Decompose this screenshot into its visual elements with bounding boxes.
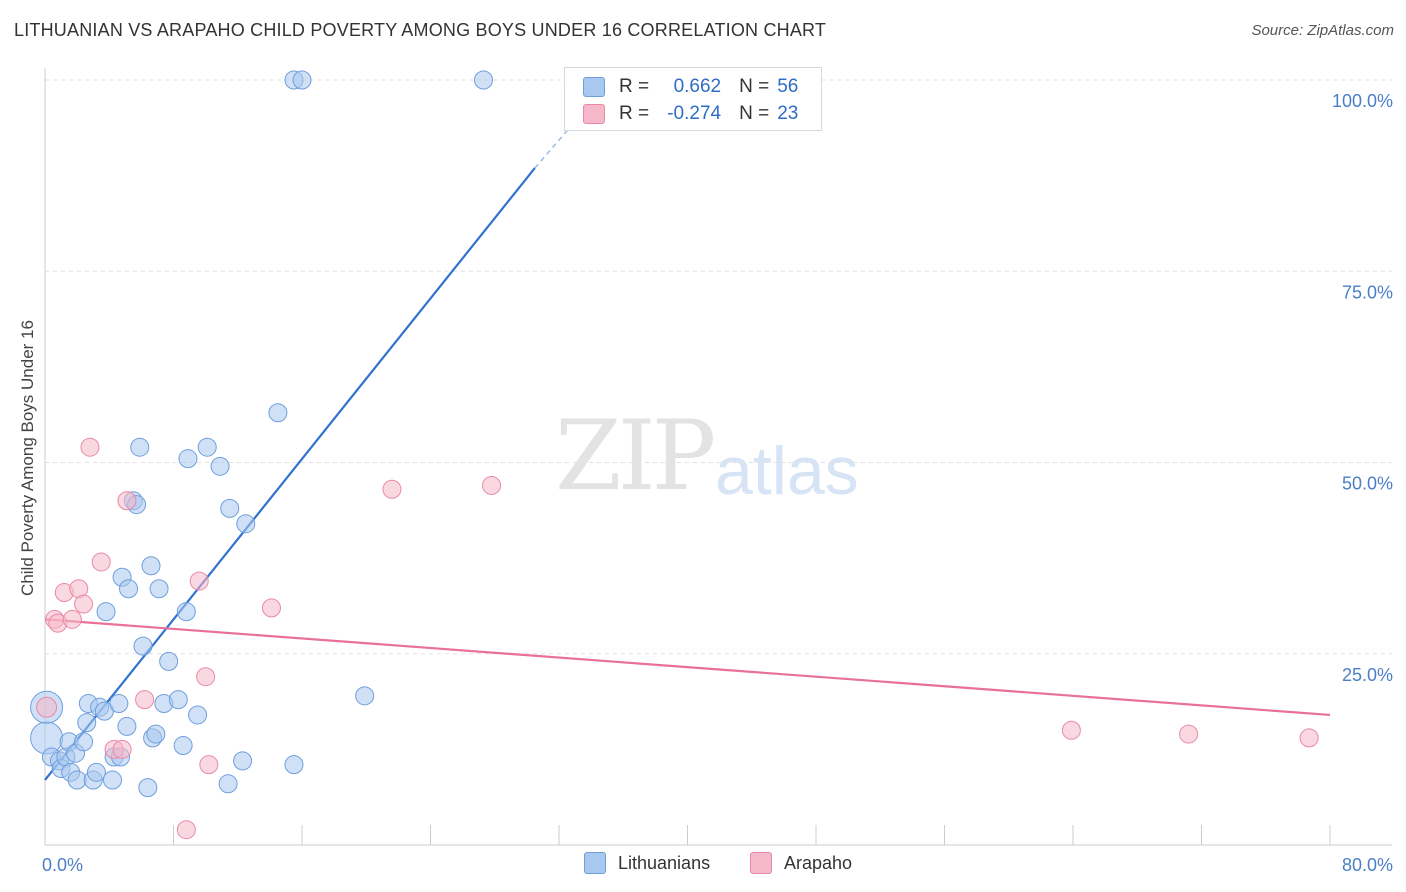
x-tick-label: 0.0% xyxy=(42,855,83,875)
point-arapaho xyxy=(482,475,502,495)
point-lithuanians xyxy=(141,556,161,576)
point-lithuanians xyxy=(146,724,166,744)
point-arapaho xyxy=(74,594,94,614)
point-lithuanians xyxy=(210,456,230,476)
point-arapaho xyxy=(1299,728,1319,748)
point-lithuanians xyxy=(138,778,158,798)
point-lithuanians xyxy=(268,403,288,423)
trend-line-arapaho xyxy=(44,618,1331,717)
r-value: 0.662 xyxy=(673,76,722,97)
point-lithuanians xyxy=(149,579,169,599)
point-lithuanians xyxy=(284,755,304,775)
n-label: N = xyxy=(739,103,770,124)
correlation-legend: R = 0.662 N = 56 R = -0.274 N = 23 xyxy=(564,67,822,131)
point-arapaho xyxy=(189,571,209,591)
y-tick-label: 100.0% xyxy=(1332,91,1393,111)
grid-lines xyxy=(45,79,1392,655)
point-arapaho xyxy=(80,437,100,457)
point-lithuanians xyxy=(77,713,97,733)
r-label: R = xyxy=(619,103,650,124)
chart-title: LITHUANIAN VS ARAPAHO CHILD POVERTY AMON… xyxy=(14,20,827,40)
r-label: R = xyxy=(619,76,650,97)
trend-lines xyxy=(44,102,1331,781)
point-lithuanians xyxy=(159,651,179,671)
point-arapaho xyxy=(1179,724,1199,744)
point-lithuanians xyxy=(236,514,256,534)
source-label: Source: ZipAtlas.com xyxy=(1251,22,1394,39)
y-tick-label: 25.0% xyxy=(1342,665,1393,685)
point-arapaho xyxy=(62,609,82,629)
legend-label-lithuanians: Lithuanians xyxy=(618,852,711,873)
point-arapaho xyxy=(261,598,281,618)
point-lithuanians xyxy=(86,762,106,782)
n-value: 23 xyxy=(777,103,799,124)
x-tick-label: 80.0% xyxy=(1342,855,1393,875)
axis-labels: 100.0% 75.0% 50.0% 25.0% 0.0% 80.0% Child Pove… xyxy=(18,91,1393,875)
point-arapaho xyxy=(36,696,58,718)
r-value: -0.274 xyxy=(667,103,722,124)
point-lithuanians xyxy=(220,498,240,518)
point-arapaho xyxy=(1061,720,1081,740)
legend-row-lithuanians: R = 0.662 N = 56 xyxy=(583,74,798,100)
point-lithuanians xyxy=(173,736,193,756)
legend-label-arapaho: Arapaho xyxy=(784,852,853,873)
watermark-atlas: atlas xyxy=(715,433,859,509)
point-arapaho xyxy=(91,552,111,572)
point-lithuanians xyxy=(355,686,375,706)
legend-item-lithuanians[interactable]: Lithuanians xyxy=(584,852,710,874)
point-lithuanians xyxy=(197,437,217,457)
point-arapaho xyxy=(196,667,216,687)
trend-line-lithuanians xyxy=(44,167,536,781)
point-lithuanians xyxy=(474,70,494,90)
point-lithuanians xyxy=(188,705,208,725)
point-lithuanians xyxy=(109,693,129,713)
legend-swatch-arapaho xyxy=(583,104,605,124)
legend-row-arapaho: R = -0.274 N = 23 xyxy=(583,101,798,127)
point-arapaho xyxy=(176,820,196,840)
legend-swatch-arapaho xyxy=(750,852,772,874)
point-lithuanians xyxy=(96,602,116,622)
series-legend: Lithuanians Arapaho xyxy=(0,852,1406,878)
point-arapaho xyxy=(117,491,137,511)
n-value: 56 xyxy=(777,76,799,97)
legend-item-arapaho[interactable]: Arapaho xyxy=(750,852,852,874)
point-lithuanians xyxy=(133,636,153,656)
y-tick-label: 75.0% xyxy=(1342,282,1393,302)
point-lithuanians xyxy=(292,70,312,90)
watermark-zip: ZIP xyxy=(555,400,716,512)
legend-swatch-lithuanians xyxy=(584,852,606,874)
y-axis-label: Child Poverty Among Boys Under 16 xyxy=(18,320,37,596)
point-arapaho xyxy=(382,479,402,499)
point-lithuanians xyxy=(119,579,139,599)
point-lithuanians xyxy=(233,751,253,771)
point-lithuanians xyxy=(218,774,238,794)
point-arapaho xyxy=(112,739,132,759)
point-lithuanians xyxy=(168,690,188,710)
point-arapaho xyxy=(135,690,155,710)
data-points xyxy=(30,70,1319,840)
point-lithuanians xyxy=(117,716,137,736)
legend-swatch-lithuanians xyxy=(583,77,605,97)
point-lithuanians xyxy=(74,732,94,752)
point-lithuanians xyxy=(67,770,87,790)
point-lithuanians xyxy=(130,437,150,457)
point-lithuanians xyxy=(102,770,122,790)
y-tick-label: 50.0% xyxy=(1342,474,1393,494)
point-arapaho xyxy=(199,755,219,775)
point-lithuanians xyxy=(178,449,198,469)
point-lithuanians xyxy=(176,602,196,622)
n-label: N = xyxy=(739,76,770,97)
